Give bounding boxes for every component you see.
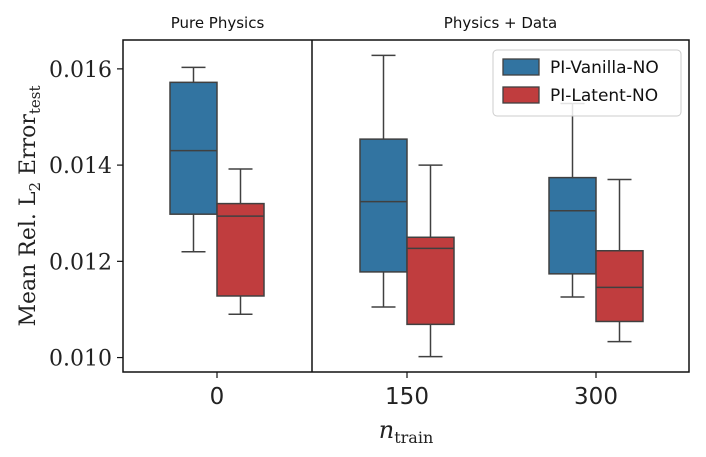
legend-swatch [502, 86, 540, 104]
box-layer [169, 54, 644, 358]
y-tick-label: 0.010 [49, 347, 112, 372]
panel-title: Pure Physics [171, 14, 265, 32]
axis-layer: Pure Physics Physics + Data 0.010 0.012 0.01… [16, 14, 690, 447]
legend-label: PI-Vanilla-NO [550, 58, 659, 78]
y-tick-label: 0.014 [49, 154, 112, 179]
x-axis-label: ntrain [379, 416, 434, 447]
legend-swatch [502, 58, 540, 76]
x-tick-label: 150 [385, 384, 429, 410]
box-iqr [406, 236, 455, 326]
box-pi-latent-no-0 [216, 168, 265, 316]
y-tick-label: 0.016 [49, 58, 112, 83]
box-pi-latent-no-150 [406, 164, 455, 358]
box-pi-vanilla-no-0 [169, 66, 218, 253]
legend-label: PI-Latent-NO [550, 86, 658, 106]
box-iqr [548, 176, 597, 275]
x-tick-label: 300 [574, 384, 618, 410]
box-iqr [359, 138, 408, 273]
x-tick-label: 0 [210, 384, 225, 410]
panel-title: Physics + Data [444, 14, 557, 32]
box-iqr [169, 81, 218, 215]
box-iqr [216, 202, 265, 297]
box-pi-latent-no-300 [595, 178, 644, 343]
legend-box [492, 49, 682, 117]
legend: PI-Vanilla-NO PI-Latent-NO [492, 49, 682, 117]
y-axis-label: Mean Rel. L2 Errortest [16, 85, 44, 326]
box-pi-vanilla-no-150 [359, 54, 408, 308]
y-tick-label: 0.012 [49, 250, 112, 275]
box-pi-vanilla-no-300 [548, 102, 597, 298]
plot-frame [122, 39, 690, 373]
box-iqr [595, 249, 644, 323]
